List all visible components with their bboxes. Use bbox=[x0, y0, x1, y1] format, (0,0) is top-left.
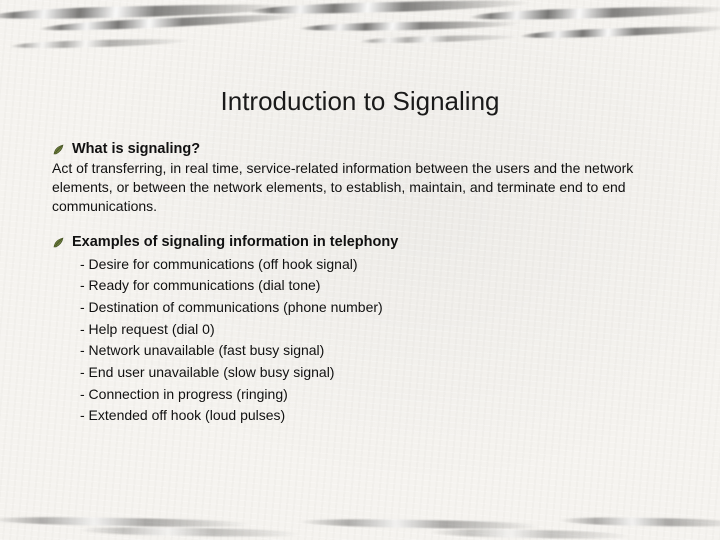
slide-title: Introduction to Signaling bbox=[52, 86, 668, 117]
section1-heading: What is signaling? bbox=[72, 141, 200, 157]
list-item: - Connection in progress (ringing) bbox=[80, 384, 668, 406]
section-examples: Examples of signaling information in tel… bbox=[52, 234, 668, 428]
list-item: - Help request (dial 0) bbox=[80, 319, 668, 341]
list-item: - End user unavailable (slow busy signal… bbox=[80, 362, 668, 384]
slide-content: Introduction to Signaling What is signal… bbox=[0, 0, 720, 427]
leaf-bullet-icon bbox=[52, 143, 66, 157]
list-item: - Network unavailable (fast busy signal) bbox=[80, 340, 668, 362]
section2-heading: Examples of signaling information in tel… bbox=[72, 234, 398, 250]
list-item: - Extended off hook (loud pulses) bbox=[80, 405, 668, 427]
list-item: - Desire for communications (off hook si… bbox=[80, 254, 668, 276]
section-what-is-signaling: What is signaling? Act of transferring, … bbox=[52, 141, 668, 216]
leaf-bullet-icon bbox=[52, 236, 66, 250]
list-item: - Destination of communications (phone n… bbox=[80, 297, 668, 319]
section1-body: Act of transferring, in real time, servi… bbox=[52, 159, 668, 216]
list-item: - Ready for communications (dial tone) bbox=[80, 275, 668, 297]
examples-list: - Desire for communications (off hook si… bbox=[52, 254, 668, 428]
bottom-brush-strokes bbox=[0, 502, 720, 540]
